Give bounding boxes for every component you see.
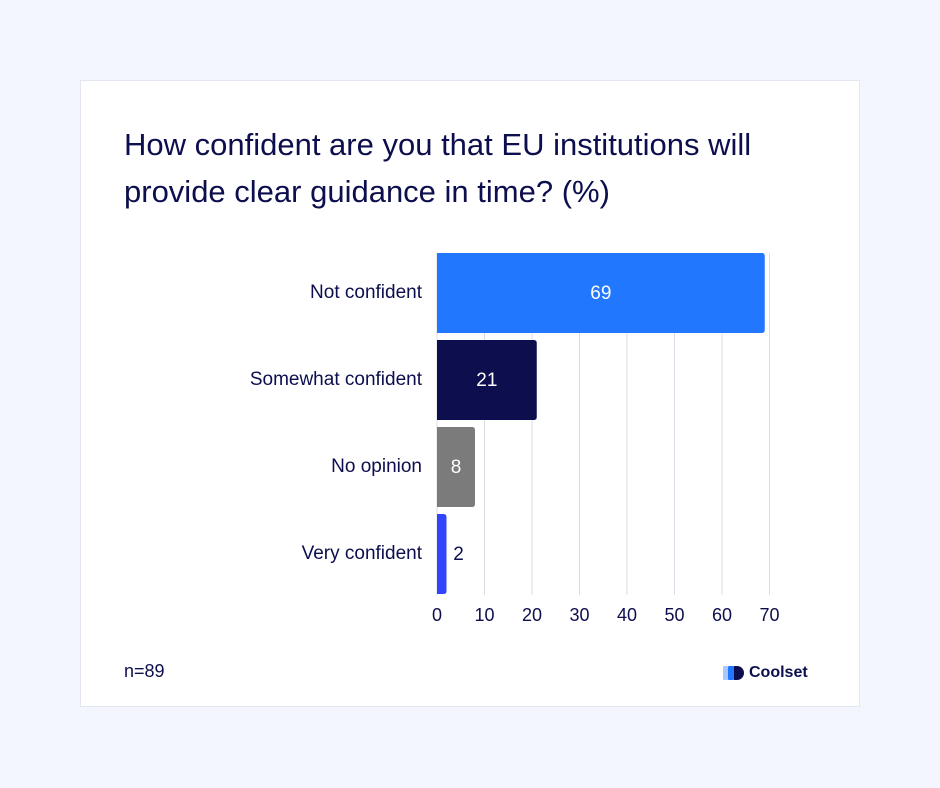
brand-name: Coolset bbox=[749, 664, 808, 681]
category-label: Very confident bbox=[302, 543, 423, 564]
labels: 0 10 20 30 40 50 60 70 Not confident 69 Somewhat c… bbox=[250, 282, 780, 625]
x-tick-label: 10 bbox=[474, 605, 494, 625]
bar-chart: 0 10 20 30 40 50 60 70 Not confident 69 Somewhat c… bbox=[250, 253, 780, 625]
value-label: 21 bbox=[476, 370, 497, 391]
bar-somewhat-confident bbox=[437, 340, 537, 420]
chart-title: How confident are you that EU institutio… bbox=[124, 127, 752, 209]
value-label: 2 bbox=[453, 544, 464, 565]
bar-not-confident bbox=[437, 253, 765, 333]
category-label: Somewhat confident bbox=[250, 369, 423, 390]
coolset-logo: Coolset bbox=[723, 664, 808, 682]
x-tick-label: 50 bbox=[664, 605, 684, 625]
value-label: 69 bbox=[590, 283, 611, 304]
bar-no-opinion bbox=[437, 427, 475, 507]
x-tick-label: 40 bbox=[617, 605, 637, 625]
category-label: Not confident bbox=[310, 282, 423, 303]
x-tick-label: 70 bbox=[759, 605, 779, 625]
category-label: No opinion bbox=[331, 456, 422, 477]
coolset-logo-icon bbox=[723, 666, 744, 680]
chart-card: How confident are you that EU institutio… bbox=[80, 80, 860, 707]
bars bbox=[437, 253, 765, 594]
x-tick-label: 20 bbox=[522, 605, 542, 625]
value-label: 8 bbox=[451, 457, 462, 478]
x-tick-label: 30 bbox=[569, 605, 589, 625]
sample-size-note: n=89 bbox=[124, 661, 165, 681]
x-tick-label: 60 bbox=[712, 605, 732, 625]
bar-very-confident bbox=[437, 514, 447, 594]
x-tick-label: 0 bbox=[432, 605, 442, 625]
